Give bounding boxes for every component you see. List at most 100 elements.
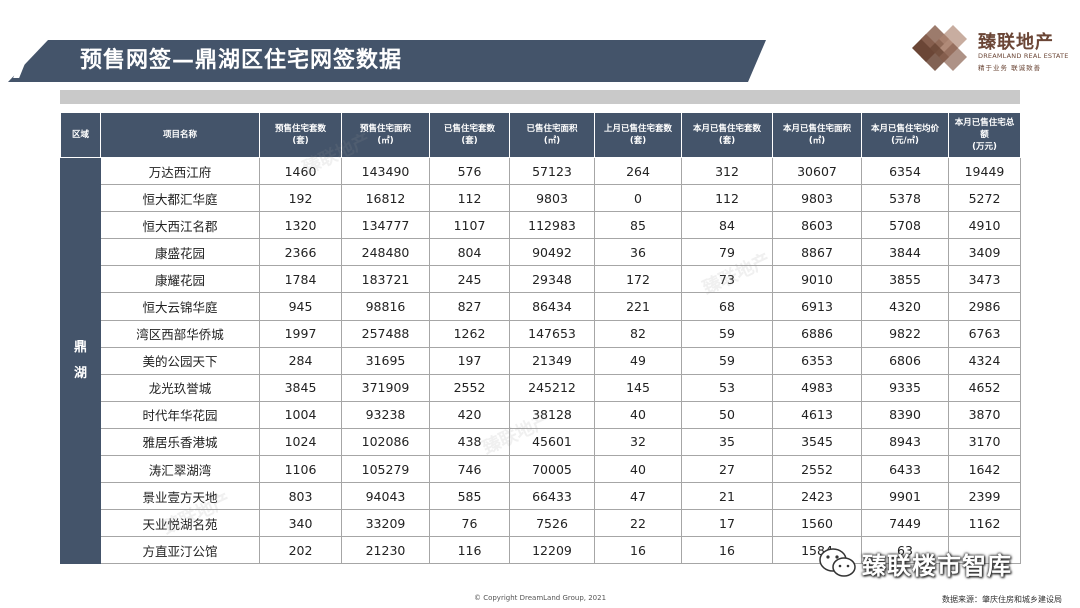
table-cell: 82	[594, 319, 682, 348]
table-cell: 2552	[429, 373, 510, 402]
table-cell: 9803	[509, 184, 595, 213]
company-logo: 臻联地产 DREAMLAND REAL ESTATE 精于业务 联诚致善	[906, 22, 1069, 74]
table-cell: 371909	[341, 373, 430, 402]
column-header: 已售住宅套数 (套)	[429, 112, 510, 158]
table-cell: 40	[594, 400, 682, 429]
table-cell: 9010	[772, 265, 862, 294]
table-cell: 9803	[772, 184, 862, 213]
column-header: 本月已售住宅套数 (套)	[681, 112, 773, 158]
table-cell: 30607	[772, 156, 862, 186]
table-cell: 945	[259, 292, 342, 321]
table-row: 美的公园天下 284 31695 197 21349 49 59 6353 6806 4324	[61, 346, 1021, 375]
region-cell: 鼎湖	[60, 156, 101, 565]
table-row: 康盛花园 2366 248480 804 90492 36 79 8867 3844 3409	[61, 238, 1021, 267]
project-name-cell: 方直亚汀公馆	[100, 536, 260, 565]
table-cell: 192	[259, 184, 342, 213]
table-header-row: 区域 项目名称 预售住宅套数 (套) 预售住宅面积 (㎡) 已售住宅套数 (套) 已售住宅面积(…	[60, 112, 1021, 158]
table-cell: 827	[429, 292, 510, 321]
table-cell: 6353	[772, 346, 862, 375]
column-header: 区域	[60, 112, 101, 158]
logo-name: 臻联地产	[978, 32, 1054, 53]
project-name-cell: 龙光玖誉城	[100, 373, 260, 402]
table-cell: 172	[594, 265, 682, 294]
column-header: 预售住宅套数 (套)	[259, 112, 342, 158]
table-cell: 4324	[948, 346, 1021, 375]
table-cell: 5378	[861, 184, 949, 213]
table-cell: 264	[594, 156, 682, 186]
table-cell: 6806	[861, 346, 949, 375]
table-cell: 84	[681, 211, 773, 240]
table-cell: 2366	[259, 238, 342, 267]
table-cell: 112	[429, 184, 510, 213]
table-cell: 1106	[259, 455, 342, 484]
region-label-char: 湖	[73, 365, 87, 381]
table-cell: 93238	[341, 400, 430, 429]
wechat-icon	[819, 548, 856, 577]
table-cell: 1162	[948, 509, 1021, 538]
table-cell: 59	[681, 319, 773, 348]
table-cell	[948, 536, 1021, 565]
table-cell: 79	[681, 238, 773, 267]
table-cell: 3845	[259, 373, 342, 402]
logo-english-name: DREAMLAND REAL ESTATE	[978, 52, 1069, 60]
table-cell: 33209	[341, 509, 430, 538]
sales-data-table: 区域 项目名称 预售住宅套数 (套) 预售住宅面积 (㎡) 已售住宅套数 (套) 已售住宅面积(…	[60, 112, 1021, 565]
wechat-badge: 臻联楼市智库	[818, 538, 1012, 588]
project-name-cell: 恒大云锦华庭	[100, 292, 260, 321]
table-cell: 2552	[772, 455, 862, 484]
table-cell: 29348	[509, 265, 595, 294]
table-cell: 143490	[341, 156, 430, 186]
table-cell: 1004	[259, 400, 342, 429]
table-cell: 8390	[861, 400, 949, 429]
table-cell: 9335	[861, 373, 949, 402]
copyright-text: © Copyright DreamLand Group, 2021	[473, 594, 607, 602]
table-cell: 45601	[509, 427, 595, 457]
table-cell: 31695	[341, 346, 430, 375]
table-cell: 2986	[948, 292, 1021, 321]
table-cell: 3545	[772, 427, 862, 457]
project-name-cell: 雅居乐香港城	[100, 427, 260, 457]
table-cell: 9822	[861, 319, 949, 348]
project-name-cell: 天业悦湖名苑	[100, 509, 260, 538]
project-name-cell: 万达西江府	[100, 156, 260, 186]
table-cell: 3473	[948, 265, 1021, 294]
column-header: 本月已售住宅面积 (㎡)	[772, 112, 862, 158]
table-cell: 8943	[861, 427, 949, 457]
table-cell: 76	[429, 509, 510, 538]
table-cell: 134777	[341, 211, 430, 240]
table-cell: 4320	[861, 292, 949, 321]
table-cell: 5272	[948, 184, 1021, 213]
table-cell: 105279	[341, 455, 430, 484]
project-name-cell: 美的公园天下	[100, 346, 260, 375]
table-cell: 53	[681, 373, 773, 402]
table-cell: 90492	[509, 238, 595, 267]
table-cell: 438	[429, 427, 510, 457]
table-cell: 6763	[948, 319, 1021, 348]
table-cell: 746	[429, 455, 510, 484]
table-cell: 1642	[948, 455, 1021, 484]
table-cell: 147653	[509, 319, 595, 348]
table-row: 龙光玖誉城 3845 371909 2552 245212 145 53 4983 9335 46…	[61, 373, 1021, 402]
table-cell: 94043	[341, 482, 430, 511]
table-cell: 21	[681, 482, 773, 511]
table-row: 天业悦湖名苑 340 33209 76 7526 22 17 1560 7449 1162	[61, 509, 1021, 538]
table-row: 方直亚汀公馆 202 21230 116 12209 16 16 1584 63	[61, 536, 1021, 565]
table-cell: 1460	[259, 156, 342, 186]
table-cell: 257488	[341, 319, 430, 348]
column-header: 本月已售住宅均价 (元/㎡)	[861, 112, 949, 158]
table-cell: 1784	[259, 265, 342, 294]
table-cell: 9901	[861, 482, 949, 511]
table-cell: 50	[681, 400, 773, 429]
table-row: 涛汇翠湖湾 1106 105279 746 70005 40 27 2552 6433 1642	[61, 455, 1021, 484]
table-cell: 4983	[772, 373, 862, 402]
table-cell: 4910	[948, 211, 1021, 240]
table-cell: 145	[594, 373, 682, 402]
table-cell: 116	[429, 536, 510, 565]
project-name-cell: 康耀花园	[100, 265, 260, 294]
table-cell: 4613	[772, 400, 862, 429]
table-cell: 197	[429, 346, 510, 375]
table-cell: 1262	[429, 319, 510, 348]
table-cell: 16	[594, 536, 682, 565]
table-cell: 340	[259, 509, 342, 538]
table-cell: 245212	[509, 373, 595, 402]
